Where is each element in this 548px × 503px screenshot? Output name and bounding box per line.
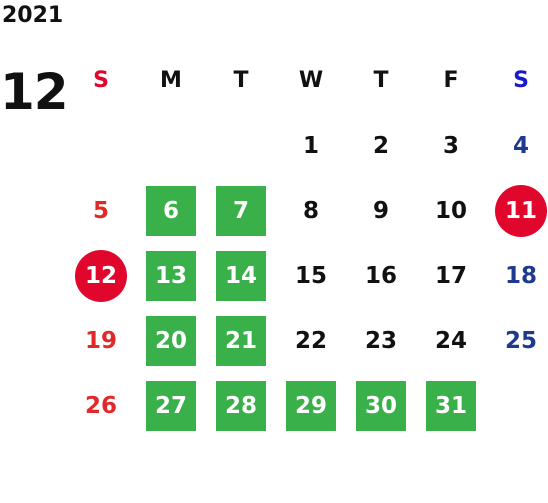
day-cell: 17 — [416, 243, 486, 308]
day-cell: 9 — [346, 178, 416, 243]
calendar-month: 12 — [0, 63, 69, 121]
day-cell: 13 — [136, 243, 206, 308]
day-cell: 22 — [276, 308, 346, 373]
day-number[interactable]: 24 — [434, 327, 467, 354]
day-number[interactable]: 12 — [75, 249, 127, 302]
day-cell: 4 — [486, 113, 548, 178]
day-cell: 8 — [276, 178, 346, 243]
calendar-year: 2021 — [2, 3, 64, 28]
weekday-header: T — [373, 68, 389, 93]
day-number[interactable]: 19 — [84, 327, 117, 354]
day-number[interactable]: 11 — [495, 184, 547, 237]
weekday-header: T — [233, 68, 249, 93]
day-cell: 2 — [346, 113, 416, 178]
day-number[interactable]: 2 — [372, 132, 389, 159]
day-number[interactable]: 23 — [364, 327, 397, 354]
day-cell: 5 — [66, 178, 136, 243]
day-number[interactable]: 1 — [302, 132, 319, 159]
day-number[interactable]: 8 — [302, 197, 319, 224]
day-number[interactable]: 3 — [442, 132, 459, 159]
day-number[interactable]: 20 — [146, 315, 196, 366]
day-number[interactable]: 10 — [434, 197, 467, 224]
day-cell: 11 — [486, 178, 548, 243]
day-number[interactable]: 4 — [512, 132, 529, 159]
day-number[interactable]: 18 — [504, 262, 537, 289]
day-number[interactable]: 6 — [146, 185, 196, 236]
day-cell: 25 — [486, 308, 548, 373]
day-cell: 16 — [346, 243, 416, 308]
day-cell: 28 — [206, 373, 276, 438]
day-cell: 12 — [66, 243, 136, 308]
day-number[interactable]: 28 — [216, 380, 266, 431]
day-number[interactable]: 30 — [356, 380, 406, 431]
day-cell: 30 — [346, 373, 416, 438]
day-cell: 18 — [486, 243, 548, 308]
day-cell: 27 — [136, 373, 206, 438]
calendar-grid: S M T W T F S 1 2 3 4 5 6 7 8 9 10 11 12 13 14 15 16 17 18 19 20 21… — [66, 48, 548, 438]
day-cell: 26 — [66, 373, 136, 438]
weekday-header: S — [513, 68, 529, 93]
day-cell: 10 — [416, 178, 486, 243]
day-cell — [486, 373, 548, 438]
day-cell: 14 — [206, 243, 276, 308]
day-cell: 1 — [276, 113, 346, 178]
day-number[interactable]: 9 — [372, 197, 389, 224]
day-number[interactable]: 27 — [146, 380, 196, 431]
day-number[interactable]: 13 — [146, 250, 196, 301]
day-number[interactable]: 29 — [286, 380, 336, 431]
day-cell — [66, 113, 136, 178]
day-cell: 21 — [206, 308, 276, 373]
weekday-header: M — [160, 68, 182, 93]
day-cell: 23 — [346, 308, 416, 373]
day-number[interactable]: 16 — [364, 262, 397, 289]
day-number[interactable]: 22 — [294, 327, 327, 354]
day-cell: 7 — [206, 178, 276, 243]
day-number[interactable]: 5 — [92, 197, 109, 224]
day-number[interactable]: 21 — [216, 315, 266, 366]
day-cell: 15 — [276, 243, 346, 308]
day-cell: 20 — [136, 308, 206, 373]
day-cell — [136, 113, 206, 178]
weekday-header: S — [93, 68, 109, 93]
weekday-header: F — [443, 68, 459, 93]
day-number[interactable]: 7 — [216, 185, 266, 236]
day-cell: 19 — [66, 308, 136, 373]
day-cell: 24 — [416, 308, 486, 373]
day-cell: 6 — [136, 178, 206, 243]
day-cell — [206, 113, 276, 178]
day-cell: 31 — [416, 373, 486, 438]
day-number[interactable]: 31 — [426, 380, 476, 431]
day-cell: 29 — [276, 373, 346, 438]
day-number[interactable]: 25 — [504, 327, 537, 354]
day-number[interactable]: 14 — [216, 250, 266, 301]
day-cell: 3 — [416, 113, 486, 178]
day-number[interactable]: 26 — [84, 392, 117, 419]
day-number[interactable]: 15 — [294, 262, 327, 289]
weekday-header: W — [298, 68, 324, 93]
day-number[interactable]: 17 — [434, 262, 467, 289]
